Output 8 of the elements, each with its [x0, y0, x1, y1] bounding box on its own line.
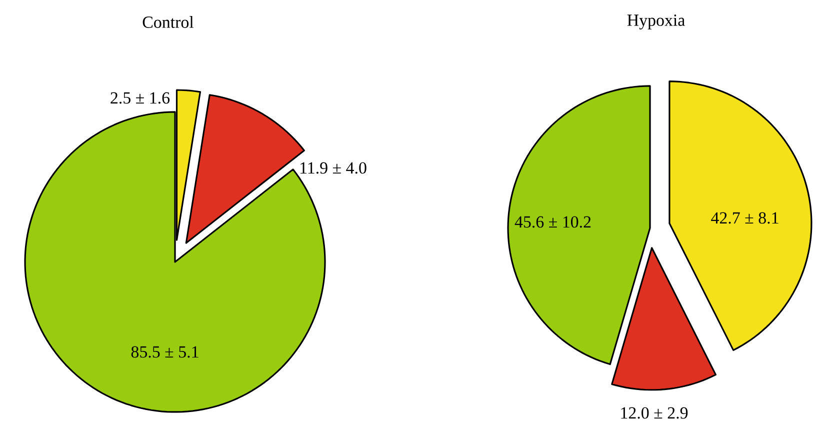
chart-title: Hypoxia	[627, 14, 685, 30]
data-label: 42.7 ± 8.1	[711, 212, 778, 224]
data-label: 45.6 ± 10.2	[514, 216, 591, 228]
data-label: 12.0 ± 2.9	[621, 407, 688, 419]
data-label: 85.5 ± 5.1	[131, 346, 198, 358]
data-label: 11.9 ± 4.0	[300, 162, 366, 174]
data-label: 2.5 ± 1.6	[110, 92, 170, 104]
chart-title: Control	[142, 16, 194, 28]
